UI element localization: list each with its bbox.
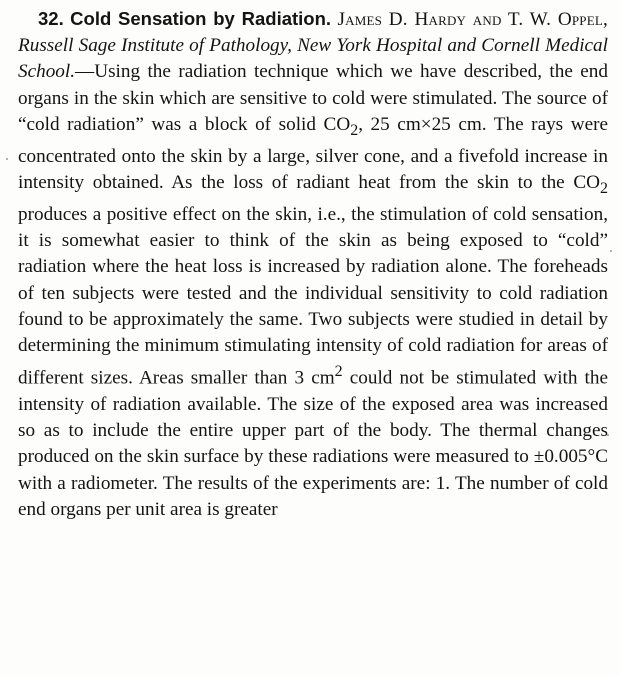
scan-speck <box>610 250 612 252</box>
superscript-2: 2 <box>334 363 343 381</box>
abstract-number: 32. <box>38 8 64 29</box>
abstract-paragraph: 32. Cold Sensation by Radiation. James D… <box>18 6 608 523</box>
abstract-affiliation: Russell Sage Institute of Pathology, New… <box>18 35 608 83</box>
subscript-2-b: 2 <box>600 179 608 197</box>
abstract-title: Cold Sensation by Radiation. <box>70 8 332 29</box>
scan-speck <box>6 158 8 160</box>
body-text-4: could not be stimulated with the intensi… <box>18 367 608 520</box>
body-text-3: produces a positive effect on the skin, … <box>18 204 608 389</box>
em-dash: — <box>75 61 95 83</box>
body-text-1: Using the radiation technique which we h… <box>18 61 608 135</box>
abstract-authors: James D. Hardy and T. W. Oppel, <box>337 9 609 30</box>
subscript-2-a: 2 <box>350 121 359 139</box>
body-text-2: , 25 cm×25 cm. The rays were concentrate… <box>18 113 608 194</box>
scan-speck <box>607 434 609 436</box>
